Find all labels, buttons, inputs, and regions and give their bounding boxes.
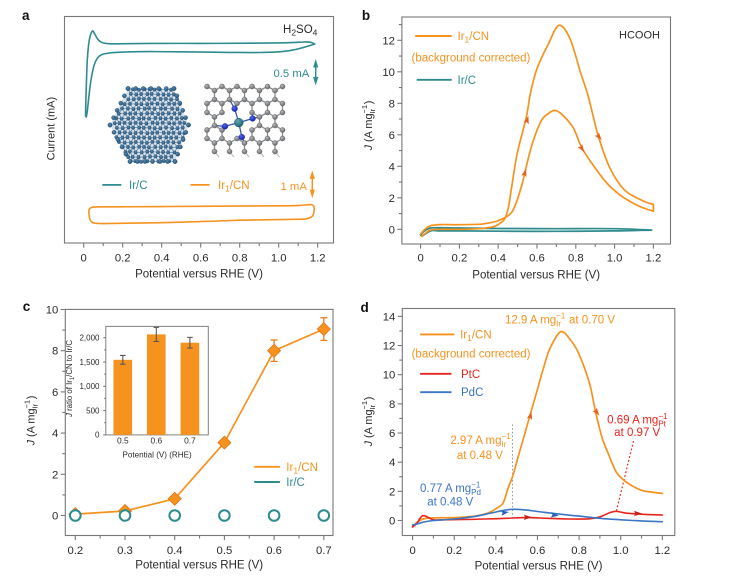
svg-text:Ir/C: Ir/C <box>286 477 305 489</box>
svg-text:PtC: PtC <box>461 369 480 381</box>
svg-text:12.9 A mgIr−1 at 0.70 V: 12.9 A mgIr−1 at 0.70 V <box>505 312 615 329</box>
svg-text:Ir1/CN: Ir1/CN <box>218 180 250 194</box>
svg-text:Ir/C: Ir/C <box>129 180 148 192</box>
svg-text:J (A mgIr−1): J (A mgIr−1) <box>23 396 40 447</box>
svg-text:8: 8 <box>52 346 58 358</box>
svg-text:b: b <box>362 8 370 23</box>
svg-text:Ir/C: Ir/C <box>458 75 477 87</box>
svg-text:6: 6 <box>389 130 395 142</box>
svg-text:2: 2 <box>389 193 395 205</box>
svg-text:Potential versus RHE (V): Potential versus RHE (V) <box>475 561 603 573</box>
svg-text:d: d <box>361 300 369 315</box>
svg-text:J ratio of Ir1/CN to Ir/C: J ratio of Ir1/CN to Ir/C <box>65 340 76 418</box>
svg-text:Potential versus RHE (V): Potential versus RHE (V) <box>135 560 263 572</box>
svg-text:0.7: 0.7 <box>184 436 196 446</box>
svg-text:8: 8 <box>389 98 395 110</box>
svg-text:Ir1/CN: Ir1/CN <box>286 462 318 476</box>
svg-text:0: 0 <box>417 252 423 264</box>
svg-text:0.8: 0.8 <box>568 252 584 264</box>
svg-text:0.3: 0.3 <box>117 545 133 557</box>
svg-text:0.4: 0.4 <box>167 545 183 557</box>
svg-text:0.6: 0.6 <box>530 545 546 557</box>
svg-text:at 0.48 V: at 0.48 V <box>457 450 503 462</box>
svg-text:Potential (V) (RHE): Potential (V) (RHE) <box>122 451 192 460</box>
svg-text:1.0: 1.0 <box>271 252 287 264</box>
svg-text:0.69 A mgPt−1: 0.69 A mgPt−1 <box>607 412 668 429</box>
svg-text:Current (mA): Current (mA) <box>46 97 58 161</box>
svg-text:0: 0 <box>389 516 395 528</box>
svg-text:2: 2 <box>389 486 395 498</box>
svg-text:2,000: 2,000 <box>79 334 100 343</box>
svg-text:10: 10 <box>382 67 395 79</box>
svg-text:2: 2 <box>52 469 58 481</box>
svg-text:0.5: 0.5 <box>217 545 233 557</box>
svg-text:4: 4 <box>389 161 395 173</box>
svg-text:0: 0 <box>52 511 58 523</box>
svg-text:Potential versus RHE (V): Potential versus RHE (V) <box>472 270 600 282</box>
svg-text:0.4: 0.4 <box>488 545 504 557</box>
svg-text:0.8: 0.8 <box>232 252 248 264</box>
svg-text:0.2: 0.2 <box>452 252 468 264</box>
svg-text:1.0: 1.0 <box>607 252 623 264</box>
svg-text:8: 8 <box>389 399 395 411</box>
svg-text:J (A mgIr−1): J (A mgIr−1) <box>360 397 377 448</box>
svg-text:0: 0 <box>409 545 415 557</box>
svg-text:0.6: 0.6 <box>529 252 545 264</box>
svg-text:J (A mgIr−1): J (A mgIr−1) <box>360 101 377 152</box>
svg-text:0: 0 <box>95 431 100 440</box>
svg-text:1 mA: 1 mA <box>281 181 308 193</box>
svg-text:Ir1/CN: Ir1/CN <box>460 329 492 343</box>
svg-text:0.4: 0.4 <box>154 252 170 264</box>
svg-text:1,500: 1,500 <box>79 358 100 367</box>
svg-text:at 0.97 V: at 0.97 V <box>614 427 660 439</box>
svg-text:0.77 A mgPd−1: 0.77 A mgPd−1 <box>420 480 481 497</box>
svg-text:at 0.48 V: at 0.48 V <box>427 497 473 509</box>
svg-text:0.6: 0.6 <box>266 545 282 557</box>
svg-text:4: 4 <box>52 428 58 440</box>
svg-text:6: 6 <box>389 428 395 440</box>
svg-text:10: 10 <box>383 370 396 382</box>
svg-text:0.6: 0.6 <box>193 252 209 264</box>
svg-text:0.5: 0.5 <box>117 436 129 446</box>
svg-text:0.2: 0.2 <box>115 252 131 264</box>
svg-text:1.2: 1.2 <box>310 252 326 264</box>
svg-text:Potential versus RHE (V): Potential versus RHE (V) <box>135 269 263 281</box>
svg-text:H2SO4: H2SO4 <box>283 24 318 38</box>
svg-text:1.0: 1.0 <box>613 545 629 557</box>
svg-text:1.2: 1.2 <box>654 545 670 557</box>
svg-text:(background corrected): (background corrected) <box>412 53 531 65</box>
svg-text:0: 0 <box>81 252 87 264</box>
svg-text:500: 500 <box>86 406 100 415</box>
svg-text:0.4: 0.4 <box>490 252 506 264</box>
svg-text:(background corrected): (background corrected) <box>412 349 531 361</box>
svg-text:c: c <box>23 299 31 314</box>
svg-text:1,000: 1,000 <box>79 382 100 391</box>
svg-text:6: 6 <box>52 387 58 399</box>
svg-text:1.2: 1.2 <box>646 252 662 264</box>
svg-text:0: 0 <box>389 224 395 236</box>
svg-text:14: 14 <box>383 311 396 323</box>
svg-text:0.2: 0.2 <box>67 545 83 557</box>
svg-text:12: 12 <box>383 341 396 353</box>
svg-text:Ir1/CN: Ir1/CN <box>458 31 490 45</box>
svg-text:HCOOH: HCOOH <box>619 30 660 42</box>
svg-text:0.7: 0.7 <box>316 545 332 557</box>
svg-text:0.8: 0.8 <box>571 545 587 557</box>
svg-text:2.97 A mgIr−1: 2.97 A mgIr−1 <box>450 432 511 449</box>
svg-text:12: 12 <box>382 35 395 47</box>
svg-text:0.6: 0.6 <box>150 436 162 446</box>
svg-text:PdC: PdC <box>461 387 483 399</box>
svg-text:4: 4 <box>389 457 395 469</box>
svg-text:a: a <box>22 8 30 23</box>
svg-text:0.5 mA: 0.5 mA <box>274 68 310 80</box>
svg-text:0.2: 0.2 <box>446 545 462 557</box>
svg-text:10: 10 <box>46 305 59 317</box>
